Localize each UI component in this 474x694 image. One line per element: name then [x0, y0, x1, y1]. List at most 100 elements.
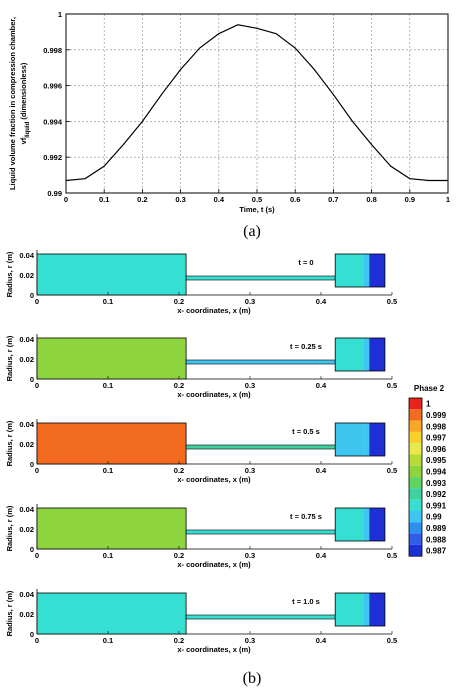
y-tick-label: 0 — [30, 630, 34, 639]
chamber-outline — [334, 337, 386, 372]
x-tick-label: 0.4 — [316, 381, 327, 390]
colorbar-swatch — [409, 420, 422, 432]
colorbar-swatch — [409, 499, 422, 511]
x-tick-label: 0.3 — [245, 636, 255, 645]
x-tick-label: 0.5 — [387, 381, 397, 390]
chamber-outline — [334, 507, 386, 542]
colorbar-level-label: 0.999 — [426, 411, 447, 420]
colorbar-swatch — [409, 431, 422, 444]
x-tick-label: 0.2 — [174, 551, 184, 560]
y-tick-label: 0 — [30, 460, 34, 469]
chamber-mid-region — [363, 508, 370, 541]
colorbar-swatch — [409, 409, 422, 421]
colorbar-level-label: 0.992 — [426, 490, 447, 499]
x-tick-label: 0.1 — [103, 551, 113, 560]
colorbar-swatch — [409, 443, 422, 455]
x-tick-label: 0.7 — [328, 195, 338, 204]
snapshot-panel: t = 0.25 s 0 0.02 0.04 0 0.1 0.2 0.3 0.4 0.5 x- co… — [5, 334, 397, 399]
chamber-mid-region — [363, 254, 370, 287]
y-tick-label: 0.04 — [19, 505, 34, 514]
y-axis-label: Radius, r (m) — [5, 590, 14, 636]
colorbar-level-label: 0.995 — [426, 456, 447, 465]
colorbar-level-label: 0.988 — [426, 535, 447, 544]
x-axis-label: x- coordinates, x (m) — [177, 475, 251, 484]
x-tick-label: 0.3 — [245, 551, 255, 560]
y-tick-label: 0.04 — [19, 590, 34, 599]
y-tick-label: 0.02 — [19, 355, 34, 364]
series-line — [65, 24, 448, 182]
chamber-outline — [334, 253, 386, 288]
x-tick-label: 0 — [35, 551, 39, 560]
x-tick-label: 0.5 — [387, 466, 397, 475]
channel-region — [185, 444, 336, 450]
colorbar-level-label: 0.989 — [426, 524, 447, 533]
reservoir-region — [36, 253, 187, 296]
x-tick-label: 0.5 — [252, 195, 262, 204]
x-tick-label: 0.1 — [99, 195, 109, 204]
chamber-mid-region — [363, 593, 370, 626]
y-axis-label-2: vfliquid (dimensionless) — [19, 62, 31, 144]
panel-b-label: (b) — [243, 670, 262, 687]
x-tick-label: 0 — [64, 195, 68, 204]
x-axis-label: x- coordinates, x (m) — [177, 390, 251, 399]
x-tick-label: 0.2 — [174, 636, 184, 645]
x-tick-label: 0.1 — [103, 466, 113, 475]
y-tick-label: 0.04 — [19, 251, 34, 260]
x-axis-label: x- coordinates, x (m) — [177, 306, 251, 315]
x-tick-label: 0.3 — [245, 297, 255, 306]
x-tick-label: 0.2 — [174, 381, 184, 390]
chamber-right-region — [369, 254, 385, 287]
x-tick-label: 0.1 — [103, 297, 113, 306]
colorbar-level-label: 0.993 — [426, 479, 447, 488]
colorbar-swatch — [409, 533, 422, 545]
x-tick-label: 0 — [35, 636, 39, 645]
y-axis-label: Radius, r (m) — [5, 505, 14, 551]
y-tick-label: 0.02 — [19, 525, 34, 534]
y-tick-label: 0.998 — [43, 46, 62, 55]
x-tick-label: 0.4 — [316, 297, 327, 306]
x-tick-label: 0.9 — [405, 195, 415, 204]
colorbar-swatch — [409, 477, 422, 489]
y-tick-label: 0.04 — [19, 335, 34, 344]
colorbar-level-label: 0.987 — [426, 547, 447, 556]
colorbar-swatch — [409, 544, 422, 557]
y-axis-label: Radius, r (m) — [5, 251, 14, 297]
x-tick-label: 0.2 — [174, 297, 184, 306]
y-tick-label: 0.996 — [43, 82, 62, 91]
reservoir-region — [36, 422, 187, 465]
chamber-left-region — [335, 508, 364, 541]
x-axis-label: Time, t (s) — [239, 205, 275, 214]
chamber-left-region — [335, 254, 364, 287]
colorbar-level-label: 1 — [426, 400, 431, 409]
x-tick-label: 0.5 — [387, 551, 397, 560]
x-tick-label: 0.2 — [174, 466, 184, 475]
colorbar-swatch — [409, 488, 422, 500]
x-tick-label: 0 — [35, 297, 39, 306]
y-tick-label: 0.994 — [43, 117, 63, 126]
y-axis-label: Radius, r (m) — [5, 420, 14, 466]
colorbar-frame — [408, 397, 423, 557]
channel-region — [185, 359, 336, 365]
y-tick-label: 0.04 — [19, 420, 34, 429]
x-axis-label: x- coordinates, x (m) — [177, 645, 251, 654]
chamber-left-region — [335, 593, 364, 626]
x-tick-label: 0.4 — [316, 551, 327, 560]
colorbar-level-label: 0.998 — [426, 422, 447, 431]
x-tick-label: 0 — [35, 381, 39, 390]
y-axis-label: Radius, r (m) — [5, 335, 14, 381]
chamber-mid-region — [363, 423, 370, 456]
x-tick-label: 0.6 — [290, 195, 300, 204]
x-tick-label: 1 — [446, 195, 450, 204]
y-tick-label: 1 — [58, 10, 62, 19]
chamber-outline — [334, 422, 386, 457]
x-tick-label: 0.1 — [103, 636, 113, 645]
x-tick-label: 0 — [35, 466, 39, 475]
colorbar-swatch — [409, 522, 422, 534]
x-tick-label: 0.1 — [103, 381, 113, 390]
colorbar-level-label: 0.994 — [426, 467, 447, 476]
y-tick-label: 0.99 — [47, 189, 62, 198]
snapshot-panel: t = 0.75 s 0 0.02 0.04 0 0.1 0.2 0.3 0.4 0.5 x- co… — [5, 504, 397, 569]
x-tick-label: 0.4 — [316, 636, 327, 645]
chamber-left-region — [335, 423, 364, 456]
